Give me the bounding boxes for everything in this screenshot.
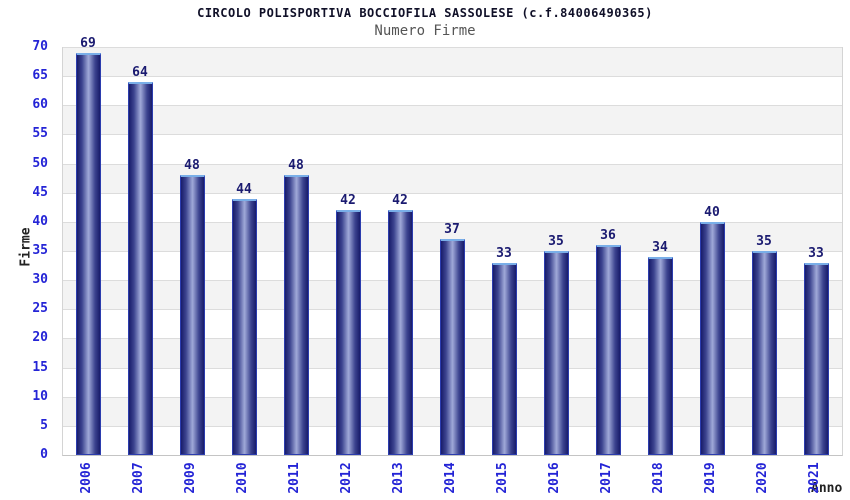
y-tick-label: 70: [32, 39, 48, 54]
x-tick-label: 2007: [131, 462, 146, 494]
plot-band: [63, 76, 842, 106]
y-tick-label: 5: [40, 417, 48, 433]
x-tick-label: 2021: [807, 462, 822, 494]
y-tick-label: 10: [32, 388, 48, 404]
gridline: [63, 192, 842, 194]
bar-value-label: 64: [132, 64, 148, 80]
x-tick-label: 2016: [547, 462, 562, 494]
x-tick-label: 2012: [339, 462, 354, 494]
y-tick-label: 0: [40, 447, 48, 462]
bar-value-label: 33: [496, 245, 512, 261]
gridline: [63, 105, 842, 107]
bar: [179, 175, 205, 455]
x-tick-label: 2019: [703, 462, 718, 494]
bar-value-label: 44: [236, 181, 252, 197]
plot-band: [63, 134, 842, 164]
y-tick-label: 15: [32, 359, 48, 375]
x-axis-title: Anno: [811, 481, 843, 496]
x-tick-label: 2020: [755, 462, 770, 494]
gridline: [63, 163, 842, 165]
bar-value-label: 42: [340, 193, 356, 209]
x-tick-label: 2017: [599, 462, 614, 494]
y-tick-label: 50: [32, 155, 48, 171]
bar: [439, 239, 465, 455]
bar-value-label: 42: [392, 193, 408, 209]
bar: [127, 81, 153, 455]
x-tick-label: 2010: [235, 462, 250, 494]
bar-value-label: 69: [80, 35, 96, 51]
gridline: [63, 221, 842, 223]
y-tick-label: 40: [32, 213, 48, 229]
bar-value-label: 36: [600, 228, 616, 244]
bar: [595, 245, 621, 455]
x-tick-label: 2013: [391, 462, 406, 494]
y-tick-label: 65: [32, 68, 48, 84]
chart-subtitle: Numero Firme: [374, 23, 476, 39]
plot-area: 69 64 48 44 48 42 42 37 33 35 36 34 40 35 33: [62, 36, 843, 456]
bar: [543, 251, 569, 455]
x-tick-label: 2006: [79, 462, 94, 494]
x-tick-label: 2015: [495, 462, 510, 494]
bar: [283, 175, 309, 455]
bar-value-label: 33: [808, 245, 824, 261]
y-tick-label: 45: [32, 184, 48, 200]
bar: [699, 221, 725, 455]
y-tick-label: 55: [32, 126, 48, 142]
bar-value-label: 35: [548, 234, 564, 249]
x-tick-label: 2014: [443, 462, 458, 494]
bar: [335, 210, 361, 455]
bar: [75, 52, 101, 455]
bar: [803, 262, 829, 455]
x-tick-label: 2018: [651, 462, 666, 494]
bar: [387, 210, 413, 455]
y-tick-label: 60: [32, 97, 48, 113]
bar-value-label: 40: [704, 204, 720, 220]
bar-value-label: 48: [184, 158, 200, 174]
bar-value-label: 37: [444, 222, 460, 238]
y-tick-label: 30: [32, 272, 48, 288]
y-tick-label: 25: [32, 301, 48, 317]
bar: [647, 256, 673, 455]
bar-value-label: 48: [288, 158, 304, 174]
bar: [751, 251, 777, 455]
plot-band: [63, 105, 842, 135]
y-tick-label: 35: [32, 243, 48, 258]
bar: [231, 198, 257, 455]
bar: [491, 262, 517, 455]
chart-title: CIRCOLO POLISPORTIVA BOCCIOFILA SASSOLES…: [197, 6, 653, 20]
bar-value-label: 35: [756, 234, 772, 249]
bar-value-label: 34: [652, 239, 668, 255]
gridline: [63, 47, 842, 48]
plot-band: [63, 47, 842, 77]
gridline: [63, 134, 842, 136]
gridline: [63, 76, 842, 78]
x-tick-label: 2011: [287, 462, 302, 494]
y-tick-label: 20: [32, 330, 48, 346]
x-tick-label: 2009: [183, 462, 198, 494]
